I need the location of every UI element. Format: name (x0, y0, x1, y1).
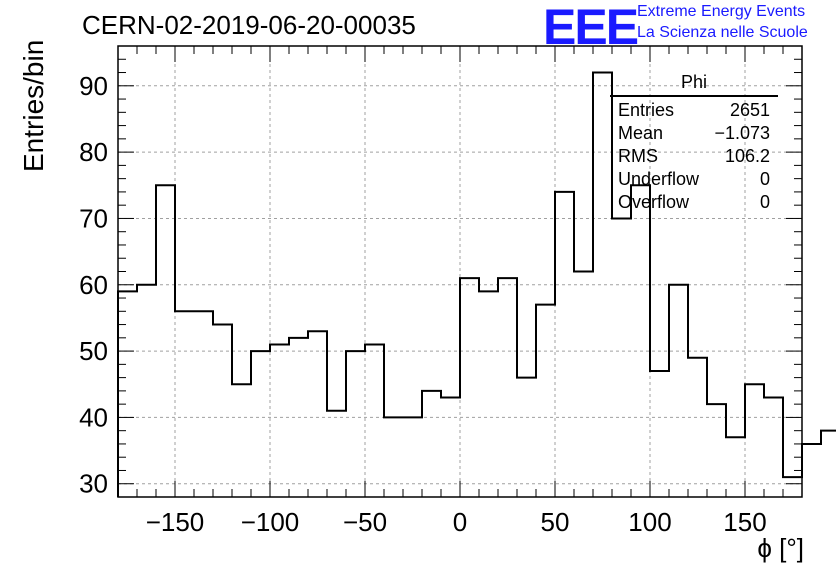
histogram-bin (118, 291, 137, 497)
histogram-bin (251, 351, 270, 497)
stats-value: −1.073 (714, 123, 770, 143)
histogram-bin (726, 437, 745, 497)
histogram-bin (441, 398, 460, 497)
histogram-bin (346, 351, 365, 497)
stats-label: Overflow (618, 192, 690, 212)
histogram-bin (232, 384, 251, 497)
histogram-bin (764, 398, 783, 497)
histogram-outline (117, 71, 836, 497)
y-tick-label: 50 (79, 336, 108, 366)
y-tick-label: 90 (79, 71, 108, 101)
x-axis: −150 −100 −50 0 50 100 150 (117, 46, 803, 537)
stats-row-mean: Mean −1.073 (610, 122, 778, 145)
eee-logo: EEE (543, 0, 639, 55)
y-tick-label: 70 (79, 203, 108, 233)
histogram-bin (384, 417, 403, 497)
histogram-bin (650, 371, 669, 497)
x-tick-label: 100 (628, 507, 671, 537)
histogram-bin (365, 344, 384, 497)
histogram-bin (194, 311, 213, 497)
histogram-bin (821, 431, 836, 497)
histogram-bin (403, 417, 422, 497)
histogram-bin (498, 278, 517, 497)
histogram-bin (612, 218, 631, 497)
histogram-bin (669, 285, 688, 497)
histogram-bin (289, 338, 308, 497)
x-tick-label: 0 (453, 507, 467, 537)
x-axis-label: ϕ [°] (757, 533, 804, 563)
y-tick-label: 40 (79, 402, 108, 432)
y-tick-label: 30 (79, 469, 108, 499)
logo-line-2: La Scienza nelle Scuole (637, 24, 808, 41)
histogram-bin (308, 331, 327, 497)
histogram-bin (802, 444, 821, 497)
stats-label: Entries (618, 100, 675, 120)
histogram-bin (783, 477, 802, 497)
x-tick-label: 150 (723, 507, 766, 537)
histogram-bin (688, 358, 707, 497)
histogram-bin (745, 384, 764, 497)
histogram-bin (479, 291, 498, 497)
stats-row-rms: RMS 106.2 (610, 145, 778, 168)
histogram-bin (536, 305, 555, 497)
stats-box: Phi Entries 2651 Mean −1.073 RMS 106.2 U… (610, 72, 778, 214)
stats-label: Mean (618, 123, 664, 143)
stats-value: 106.2 (724, 146, 770, 166)
stats-title: Phi (680, 72, 707, 92)
x-tick-label: −100 (241, 507, 300, 537)
x-tick-label: −50 (343, 507, 387, 537)
stats-divider (610, 95, 778, 97)
histogram-bin (327, 411, 346, 497)
x-tick-label: −150 (146, 507, 205, 537)
histogram-bin (631, 185, 650, 497)
histogram-bin (460, 278, 479, 497)
histogram-bin (137, 285, 156, 497)
y-tick-label: 80 (79, 137, 108, 167)
chart-title: CERN-02-2019-06-20-00035 (82, 10, 416, 40)
histogram-bin (555, 192, 574, 497)
histogram-bin (517, 378, 536, 497)
stats-label: RMS (618, 146, 658, 166)
histogram-bin (422, 391, 441, 497)
stats-value: 0 (759, 192, 770, 212)
stats-value: 0 (759, 169, 770, 189)
histogram-bin (175, 311, 194, 497)
stats-row-underflow: Underflow 0 (610, 168, 778, 191)
histogram-bin (270, 344, 289, 497)
histogram-bin (574, 272, 593, 498)
y-axis: 30 40 50 60 70 80 90 (79, 45, 802, 499)
x-tick-label: 50 (541, 507, 570, 537)
histogram-bin (707, 404, 726, 497)
histogram-series (117, 71, 836, 498)
logo-line-1: Extreme Energy Events (637, 3, 806, 20)
stats-value: 2651 (729, 100, 770, 120)
stats-row-overflow: Overflow 0 (610, 191, 778, 214)
y-tick-label: 60 (79, 270, 108, 300)
y-axis-label: Entries/bin (18, 39, 49, 172)
histogram-bin (156, 185, 175, 497)
stats-row-entries: Entries 2651 (610, 99, 778, 122)
stats-label: Underflow (618, 169, 700, 189)
histogram-bin (213, 325, 232, 497)
